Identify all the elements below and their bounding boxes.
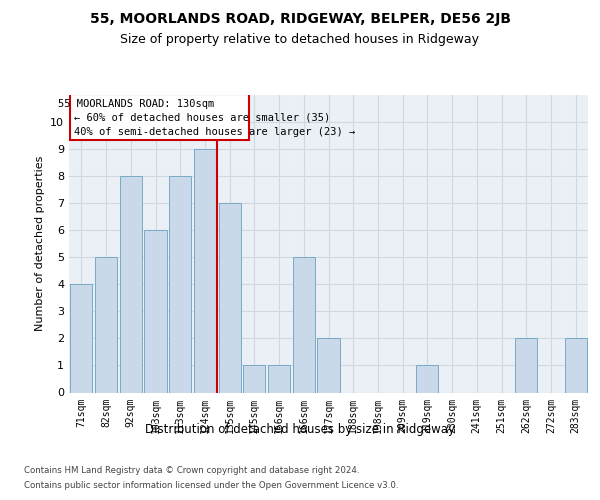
Bar xyxy=(95,258,117,392)
Text: 55, MOORLANDS ROAD, RIDGEWAY, BELPER, DE56 2JB: 55, MOORLANDS ROAD, RIDGEWAY, BELPER, DE… xyxy=(89,12,511,26)
Bar xyxy=(293,258,315,392)
Bar xyxy=(70,284,92,393)
Text: 40% of semi-detached houses are larger (23) →: 40% of semi-detached houses are larger (… xyxy=(74,126,355,136)
Bar xyxy=(243,366,265,392)
Bar xyxy=(268,366,290,392)
Text: Contains public sector information licensed under the Open Government Licence v3: Contains public sector information licen… xyxy=(24,481,398,490)
Bar xyxy=(218,203,241,392)
Bar xyxy=(169,176,191,392)
Text: Distribution of detached houses by size in Ridgeway: Distribution of detached houses by size … xyxy=(145,422,455,436)
Bar xyxy=(194,149,216,392)
Bar xyxy=(119,176,142,392)
Text: Size of property relative to detached houses in Ridgeway: Size of property relative to detached ho… xyxy=(121,32,479,46)
Bar xyxy=(145,230,167,392)
Y-axis label: Number of detached properties: Number of detached properties xyxy=(35,156,44,332)
Bar xyxy=(565,338,587,392)
Text: ← 60% of detached houses are smaller (35): ← 60% of detached houses are smaller (35… xyxy=(74,112,330,122)
Bar xyxy=(515,338,538,392)
Bar xyxy=(317,338,340,392)
Text: Contains HM Land Registry data © Crown copyright and database right 2024.: Contains HM Land Registry data © Crown c… xyxy=(24,466,359,475)
Text: 55 MOORLANDS ROAD: 130sqm: 55 MOORLANDS ROAD: 130sqm xyxy=(58,98,214,108)
Bar xyxy=(416,366,439,392)
FancyBboxPatch shape xyxy=(70,94,250,140)
